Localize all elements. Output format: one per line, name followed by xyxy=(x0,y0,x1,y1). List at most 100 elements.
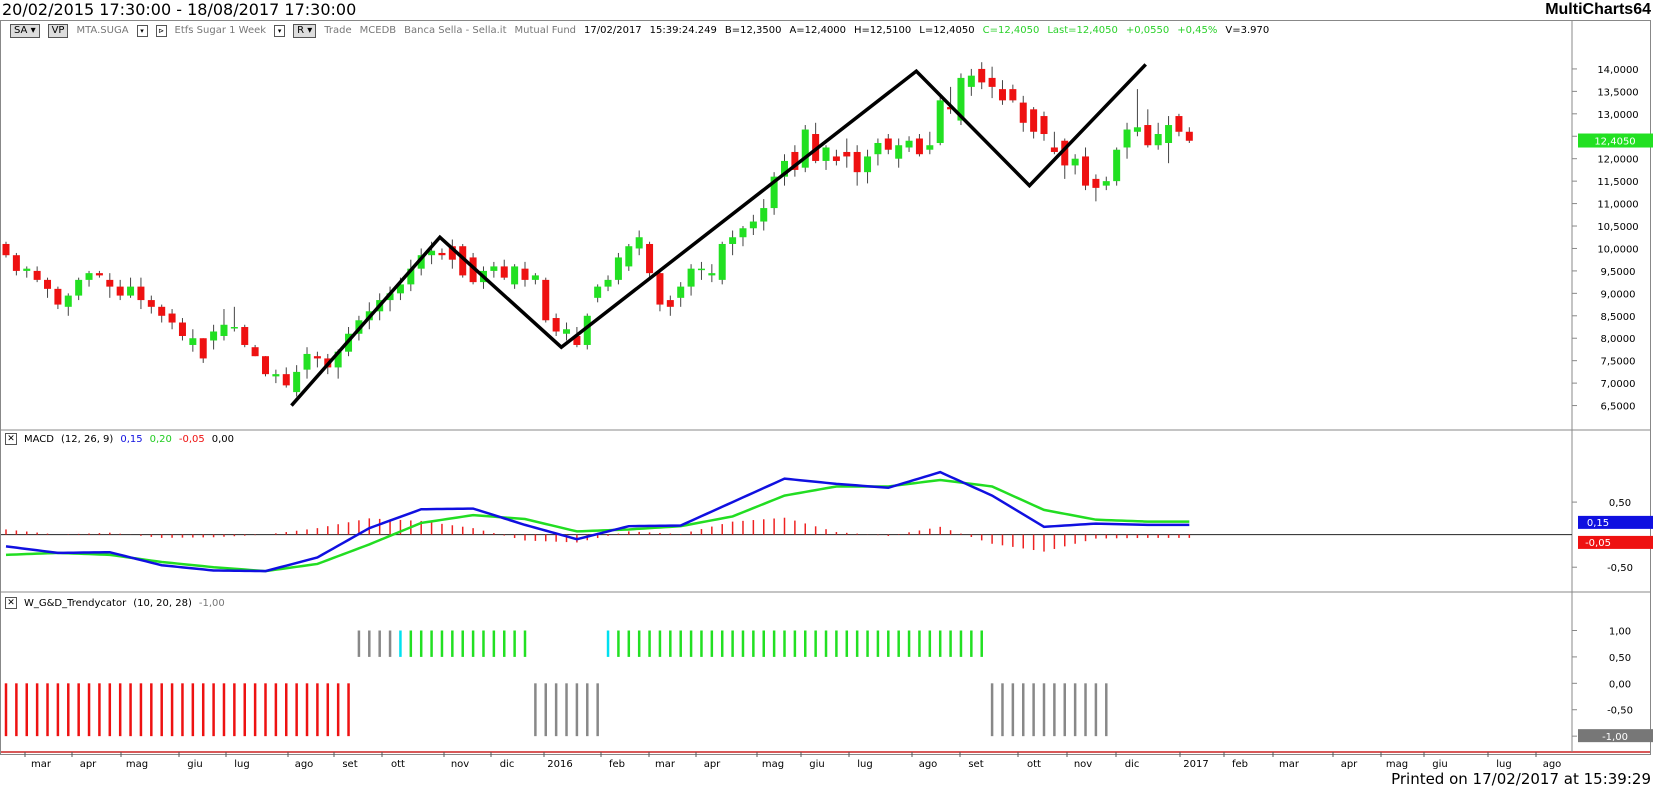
month-label: mag xyxy=(1386,759,1408,770)
month-label: ago xyxy=(295,759,314,770)
chevron-down-icon[interactable]: ▾ xyxy=(307,25,313,36)
price-tick-label: 11,5000 xyxy=(1597,177,1638,188)
candle-body xyxy=(594,286,602,298)
price-tick-label: 14,0000 xyxy=(1597,65,1638,76)
month-label: feb xyxy=(609,759,625,770)
candle-body xyxy=(313,356,321,359)
candle-body xyxy=(915,138,923,155)
candle-body xyxy=(137,286,145,301)
candle-body xyxy=(272,374,280,377)
candle-body xyxy=(23,268,31,271)
sa-button[interactable]: SA ▾ xyxy=(10,24,40,38)
price-tick-label: 13,0000 xyxy=(1597,110,1638,121)
app-brand: MultiCharts64 xyxy=(1545,1,1651,18)
candle-body xyxy=(1030,109,1038,132)
candle-body xyxy=(926,145,934,150)
month-label: lug xyxy=(1496,759,1511,770)
trend-tick-label: -0,50 xyxy=(1607,706,1633,717)
candle-body xyxy=(33,270,41,280)
candle-body xyxy=(1019,102,1027,123)
candle-body xyxy=(552,318,560,332)
candle-body xyxy=(251,347,259,357)
candle-body xyxy=(988,77,996,87)
title-bar: 20/02/2015 17:30:00 - 18/08/2017 17:30:0… xyxy=(0,0,1653,20)
price-tick-label: 13,5000 xyxy=(1597,87,1638,98)
month-label: nov xyxy=(1074,759,1092,770)
price-tick-label: 10,5000 xyxy=(1597,222,1638,233)
broker-label: Banca Sella - Sella.it xyxy=(404,25,507,36)
volume-value: V=3.970 xyxy=(1225,25,1270,36)
candle-body xyxy=(729,237,737,244)
candle-body xyxy=(521,268,529,280)
candle-body xyxy=(1071,158,1079,166)
candle-body xyxy=(677,286,685,298)
candle-body xyxy=(127,286,135,296)
month-label: giu xyxy=(809,759,824,770)
month-label: 2016 xyxy=(547,759,572,770)
candle-body xyxy=(822,147,830,161)
candle-body xyxy=(469,257,477,283)
signal-value: 0,20 xyxy=(149,433,172,445)
candle-body xyxy=(708,273,716,276)
price-tick-label: 7,5000 xyxy=(1601,357,1636,368)
candle-body xyxy=(666,300,674,307)
candle-body xyxy=(490,266,498,271)
candle-body xyxy=(1175,116,1183,132)
candle-body xyxy=(978,68,986,83)
candle-body xyxy=(687,268,695,287)
vp-button[interactable]: VP xyxy=(47,24,69,38)
candle-body xyxy=(1154,134,1162,146)
candle-body xyxy=(386,293,394,301)
price-tick-label: 9,0000 xyxy=(1601,289,1636,300)
candle-body xyxy=(189,338,197,345)
month-label: mar xyxy=(1279,759,1300,770)
trendycator-bars xyxy=(4,630,1108,737)
resolution-icon[interactable]: ⊳ xyxy=(155,25,167,37)
candle-body xyxy=(448,246,456,260)
exchange-label: MCEDB xyxy=(359,25,397,36)
r-button[interactable]: R ▾ xyxy=(293,24,317,38)
resolution-dropdown-icon[interactable]: ▾ xyxy=(274,25,286,37)
last-price-badge xyxy=(1578,133,1653,148)
macd-params: (12, 26, 9) xyxy=(60,433,114,445)
candle-body xyxy=(282,374,290,386)
candle-body xyxy=(1040,116,1048,135)
trendycator-title: W_G&D_Trendycator xyxy=(24,597,127,609)
candle-body xyxy=(895,145,903,159)
close-value: C=12,4050 xyxy=(982,25,1040,36)
candle-body xyxy=(573,335,581,345)
month-label: mag xyxy=(762,759,784,770)
resolution-label: Etfs Sugar 1 Week xyxy=(174,25,267,36)
month-label: ago xyxy=(1543,759,1562,770)
candle-body xyxy=(853,151,861,173)
month-label: giu xyxy=(1432,759,1447,770)
trend-tick-label: 0,00 xyxy=(1609,679,1631,690)
close-icon[interactable]: ✕ xyxy=(5,597,17,609)
candle-body xyxy=(604,279,612,287)
candle-body xyxy=(438,252,446,256)
candle-body xyxy=(407,268,415,285)
macd-series xyxy=(1,470,1572,573)
trendline[interactable] xyxy=(290,63,1147,407)
zigzag-line xyxy=(290,63,1147,407)
trend-tick-label: 1,00 xyxy=(1609,626,1631,637)
candle-body xyxy=(635,237,643,249)
quote-time: 15:39:24.249 xyxy=(649,25,717,36)
close-icon[interactable]: ✕ xyxy=(5,433,17,445)
trend-value-label: -1,00 xyxy=(1602,732,1628,743)
candle-body xyxy=(168,313,176,323)
ask-value: A=12,4000 xyxy=(789,25,847,36)
candle-body xyxy=(1009,89,1017,101)
candle-body xyxy=(1102,181,1110,186)
hist-value: -0,05 xyxy=(178,433,205,445)
candle-body xyxy=(500,266,508,278)
month-label: dic xyxy=(500,759,515,770)
chevron-down-icon[interactable]: ▾ xyxy=(30,25,36,36)
symbol-dropdown-icon[interactable]: ▾ xyxy=(136,25,148,37)
candle-body xyxy=(801,129,809,168)
candle-body xyxy=(106,279,114,287)
print-footer: Printed on 17/02/2017 at 15:39:29 xyxy=(1391,770,1651,788)
month-label: apr xyxy=(80,759,97,770)
price-tick-label: 8,5000 xyxy=(1601,312,1636,323)
